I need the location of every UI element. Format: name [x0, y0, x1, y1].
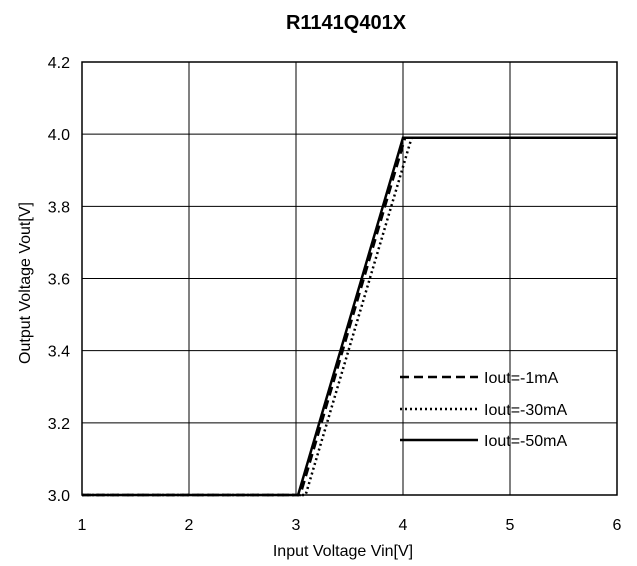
legend-label: Iout=-30mA	[484, 402, 567, 419]
x-tick-label: 2	[185, 517, 194, 534]
x-tick-label: 4	[399, 517, 408, 534]
x-tick-label: 6	[613, 517, 622, 534]
plot-frame	[81, 61, 618, 496]
y-tick-label: 3.6	[48, 272, 70, 289]
legend-label: Iout=-1mA	[484, 370, 559, 387]
legend: Iout=-1mA Iout=-30mA Iout=-50mA	[400, 370, 567, 450]
chart-title: R1141Q401X	[286, 12, 407, 34]
series-line-3	[82, 136, 617, 497]
x-tick-label: 3	[292, 517, 301, 534]
x-ticks: 1 2 3 4 5 6	[78, 517, 622, 534]
y-ticks: 3.0 3.2 3.4 3.6 3.8 4.0 4.2	[48, 55, 70, 505]
x-tick-label: 1	[78, 517, 87, 534]
y-tick-label: 3.0	[48, 488, 70, 505]
y-tick-label: 4.0	[48, 127, 70, 144]
y-tick-label: 3.4	[48, 344, 70, 361]
x-axis-label: Input Voltage Vin[V]	[273, 543, 413, 560]
series-lines	[82, 136, 617, 497]
legend-label: Iout=-50mA	[484, 433, 567, 450]
y-tick-label: 4.2	[48, 55, 70, 72]
x-tick-label: 5	[506, 517, 515, 534]
y-axis-label: Output Voltage Vout[V]	[17, 202, 34, 364]
y-tick-label: 3.8	[48, 199, 70, 216]
grid	[82, 62, 617, 495]
y-tick-label: 3.2	[48, 416, 70, 433]
